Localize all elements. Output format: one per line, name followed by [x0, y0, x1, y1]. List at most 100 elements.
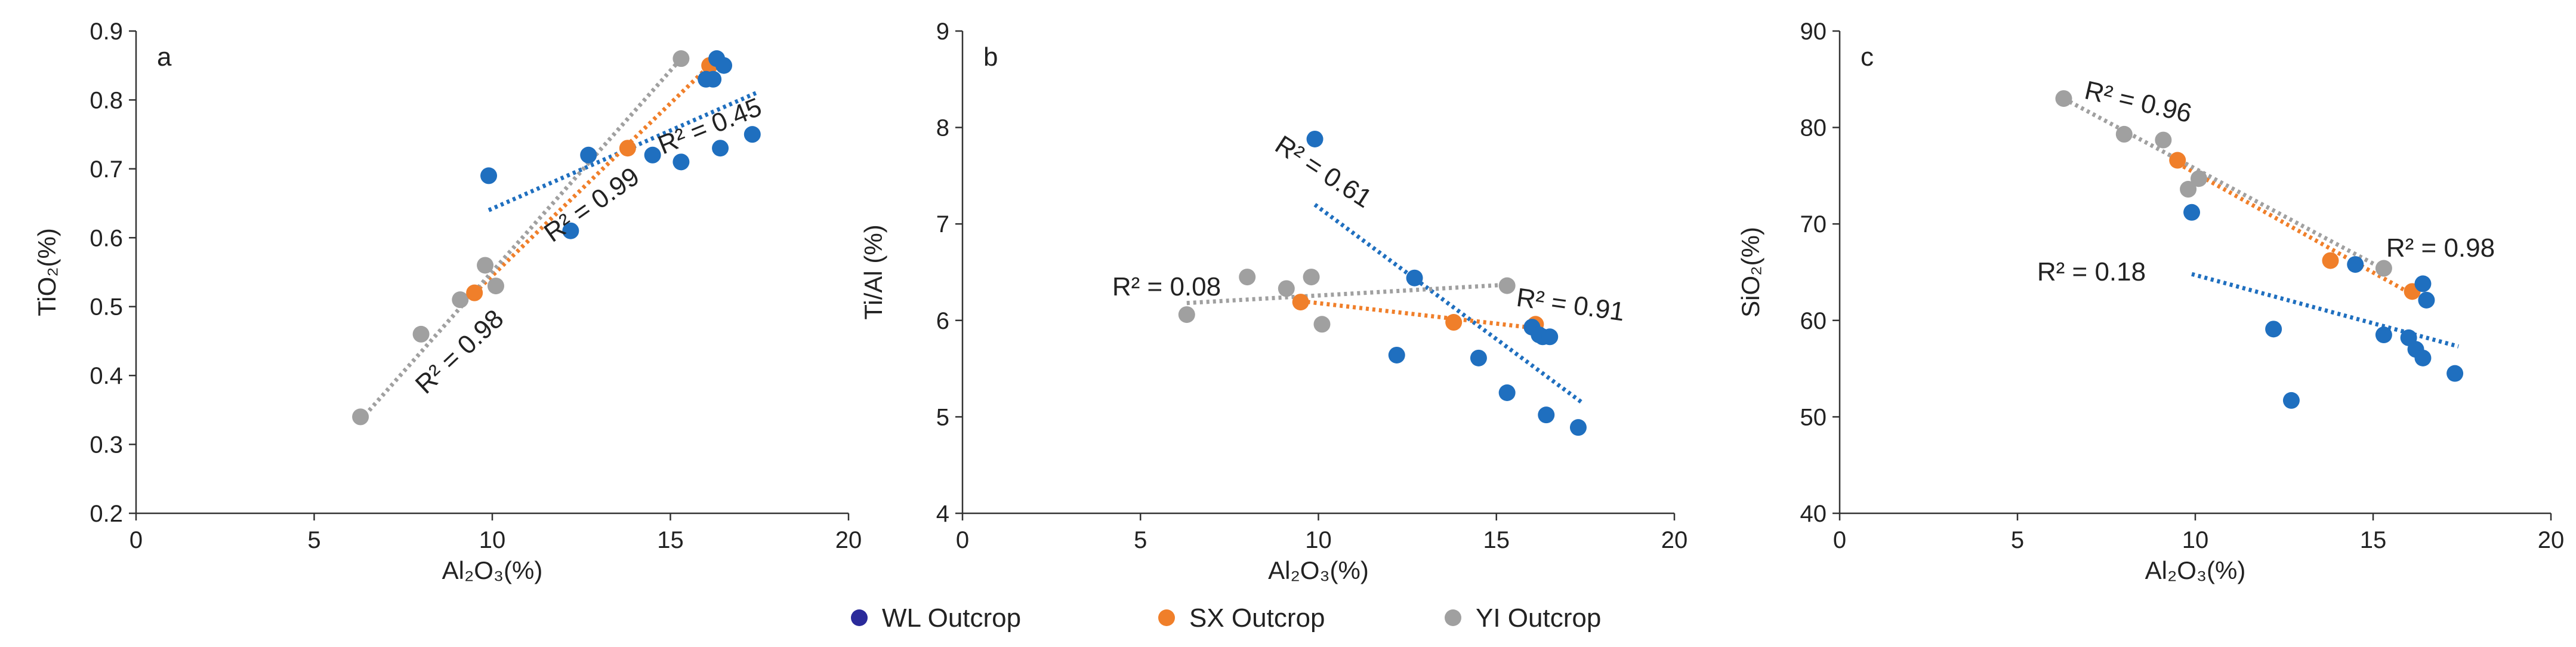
- r2-label: R² = 0.45: [654, 93, 766, 161]
- data-point: [562, 222, 579, 239]
- data-point: [1541, 328, 1559, 346]
- x-axis-label: Al₂O₃(%): [442, 556, 543, 584]
- data-point: [672, 153, 690, 171]
- data-point: [644, 146, 661, 164]
- r2-label: R² = 0.96: [2082, 76, 2195, 129]
- trendline-1: [473, 64, 711, 295]
- y-tick-label: 5: [936, 404, 949, 430]
- x-tick-label: 5: [1134, 527, 1147, 553]
- data-point: [1292, 294, 1309, 311]
- legend-label: SX Outcrop: [1189, 603, 1325, 633]
- x-tick-label: 20: [1661, 527, 1688, 553]
- data-point: [705, 70, 722, 88]
- y-tick-label: 50: [1800, 404, 1827, 430]
- data-point: [2169, 152, 2186, 169]
- data-point: [1178, 306, 1195, 324]
- data-point: [744, 126, 761, 143]
- data-point: [672, 50, 690, 67]
- data-point: [1470, 349, 1487, 366]
- data-point: [2155, 131, 2172, 149]
- r2-label: R² = 0.99: [539, 162, 644, 248]
- y-tick-label: 70: [1800, 211, 1827, 238]
- legend-marker: [1158, 609, 1175, 626]
- data-point: [2190, 170, 2207, 187]
- data-point: [466, 284, 483, 301]
- y-axis-label: Ti/Al (%): [859, 224, 887, 319]
- data-point: [2183, 204, 2201, 221]
- x-tick-label: 5: [307, 527, 320, 553]
- trendline-2: [2062, 97, 2385, 272]
- data-point: [2282, 392, 2300, 409]
- panel-a: 0.2 0.3 0.4 0.5 0.6 0.7 0.8 0.9 0 5 10 15 20 Al₂O₃(%)…: [33, 19, 862, 584]
- data-point: [2180, 181, 2197, 198]
- data-point: [2055, 90, 2072, 107]
- x-axis-label: Al₂O₃(%): [2145, 556, 2246, 584]
- x-tick-label: 0: [129, 527, 143, 553]
- data-point: [1239, 269, 1256, 286]
- x-tick-label: 10: [479, 527, 506, 553]
- data-point: [452, 291, 469, 309]
- data-point: [2115, 125, 2133, 143]
- panel-label: c: [1861, 42, 1874, 72]
- y-tick-label: 0.4: [90, 363, 123, 389]
- data-point: [1303, 269, 1320, 286]
- x-tick-label: 10: [2182, 527, 2209, 553]
- data-point: [1306, 130, 1324, 147]
- y-tick-label: 7: [936, 211, 949, 238]
- r2-label: R² = 0.98: [410, 304, 510, 399]
- y-tick-label: 60: [1800, 308, 1827, 334]
- data-point: [1569, 419, 1587, 436]
- x-tick-label: 20: [835, 527, 862, 553]
- panel-label: b: [983, 42, 998, 72]
- data-point: [715, 57, 733, 74]
- data-point: [2265, 321, 2282, 338]
- y-tick-label: 0.3: [90, 432, 123, 458]
- y-tick-label: 0.2: [90, 501, 123, 527]
- trendline-1: [2176, 161, 2414, 297]
- trendline-1: [1300, 299, 1536, 331]
- x-tick-label: 5: [2011, 527, 2024, 553]
- x-tick-label: 20: [2538, 527, 2565, 553]
- y-tick-label: 9: [936, 19, 949, 45]
- data-point: [1313, 316, 1331, 333]
- data-point: [2375, 260, 2392, 277]
- x-tick-label: 15: [1483, 527, 1510, 553]
- trendline-0: [1313, 203, 1583, 404]
- legend-marker: [1445, 609, 1461, 626]
- x-tick-label: 15: [657, 527, 684, 553]
- data-point: [352, 408, 369, 426]
- y-axis-label: SiO₂(%): [1736, 227, 1764, 318]
- y-tick-label: 80: [1800, 115, 1827, 141]
- y-tick-label: 0.8: [90, 87, 123, 113]
- y-tick-label: 0.6: [90, 225, 123, 251]
- data-point: [2375, 326, 2392, 344]
- x-axis-label: Al₂O₃(%): [1268, 556, 1369, 584]
- y-tick-label: 90: [1800, 19, 1827, 45]
- trendline-2: [1186, 282, 1507, 306]
- data-point: [1278, 280, 1295, 297]
- data-point: [712, 140, 729, 157]
- data-point: [2322, 252, 2339, 269]
- y-tick-label: 6: [936, 308, 949, 334]
- data-point: [1388, 346, 1405, 363]
- data-point: [487, 278, 504, 295]
- x-tick-label: 0: [1833, 527, 1846, 553]
- legend-label: YI Outcrop: [1476, 603, 1601, 633]
- panel-label: a: [157, 42, 172, 72]
- x-tick-label: 0: [956, 527, 969, 553]
- data-point: [477, 257, 494, 274]
- panel-b: 4 5 6 7 8 9 0 5 10 15 20 Al₂O₃(%) Ti/Al (%) b R² = 0.6…: [859, 19, 1687, 584]
- data-point: [1445, 314, 1463, 331]
- y-tick-label: 0.5: [90, 294, 123, 321]
- r2-label: R² = 0.08: [1112, 272, 1221, 301]
- y-tick-label: 8: [936, 115, 949, 141]
- data-point: [1498, 384, 1516, 401]
- y-tick-label: 4: [936, 501, 949, 527]
- panel-c: 40 50 60 70 80 90 0 5 10 15 20 Al₂O₃(%) SiO₂(%) c R² =…: [1736, 19, 2564, 584]
- x-tick-label: 15: [2360, 527, 2387, 553]
- data-point: [2414, 349, 2432, 366]
- data-point: [1498, 277, 1516, 294]
- y-tick-label: 0.7: [90, 156, 123, 183]
- y-tick-label: 0.9: [90, 19, 123, 45]
